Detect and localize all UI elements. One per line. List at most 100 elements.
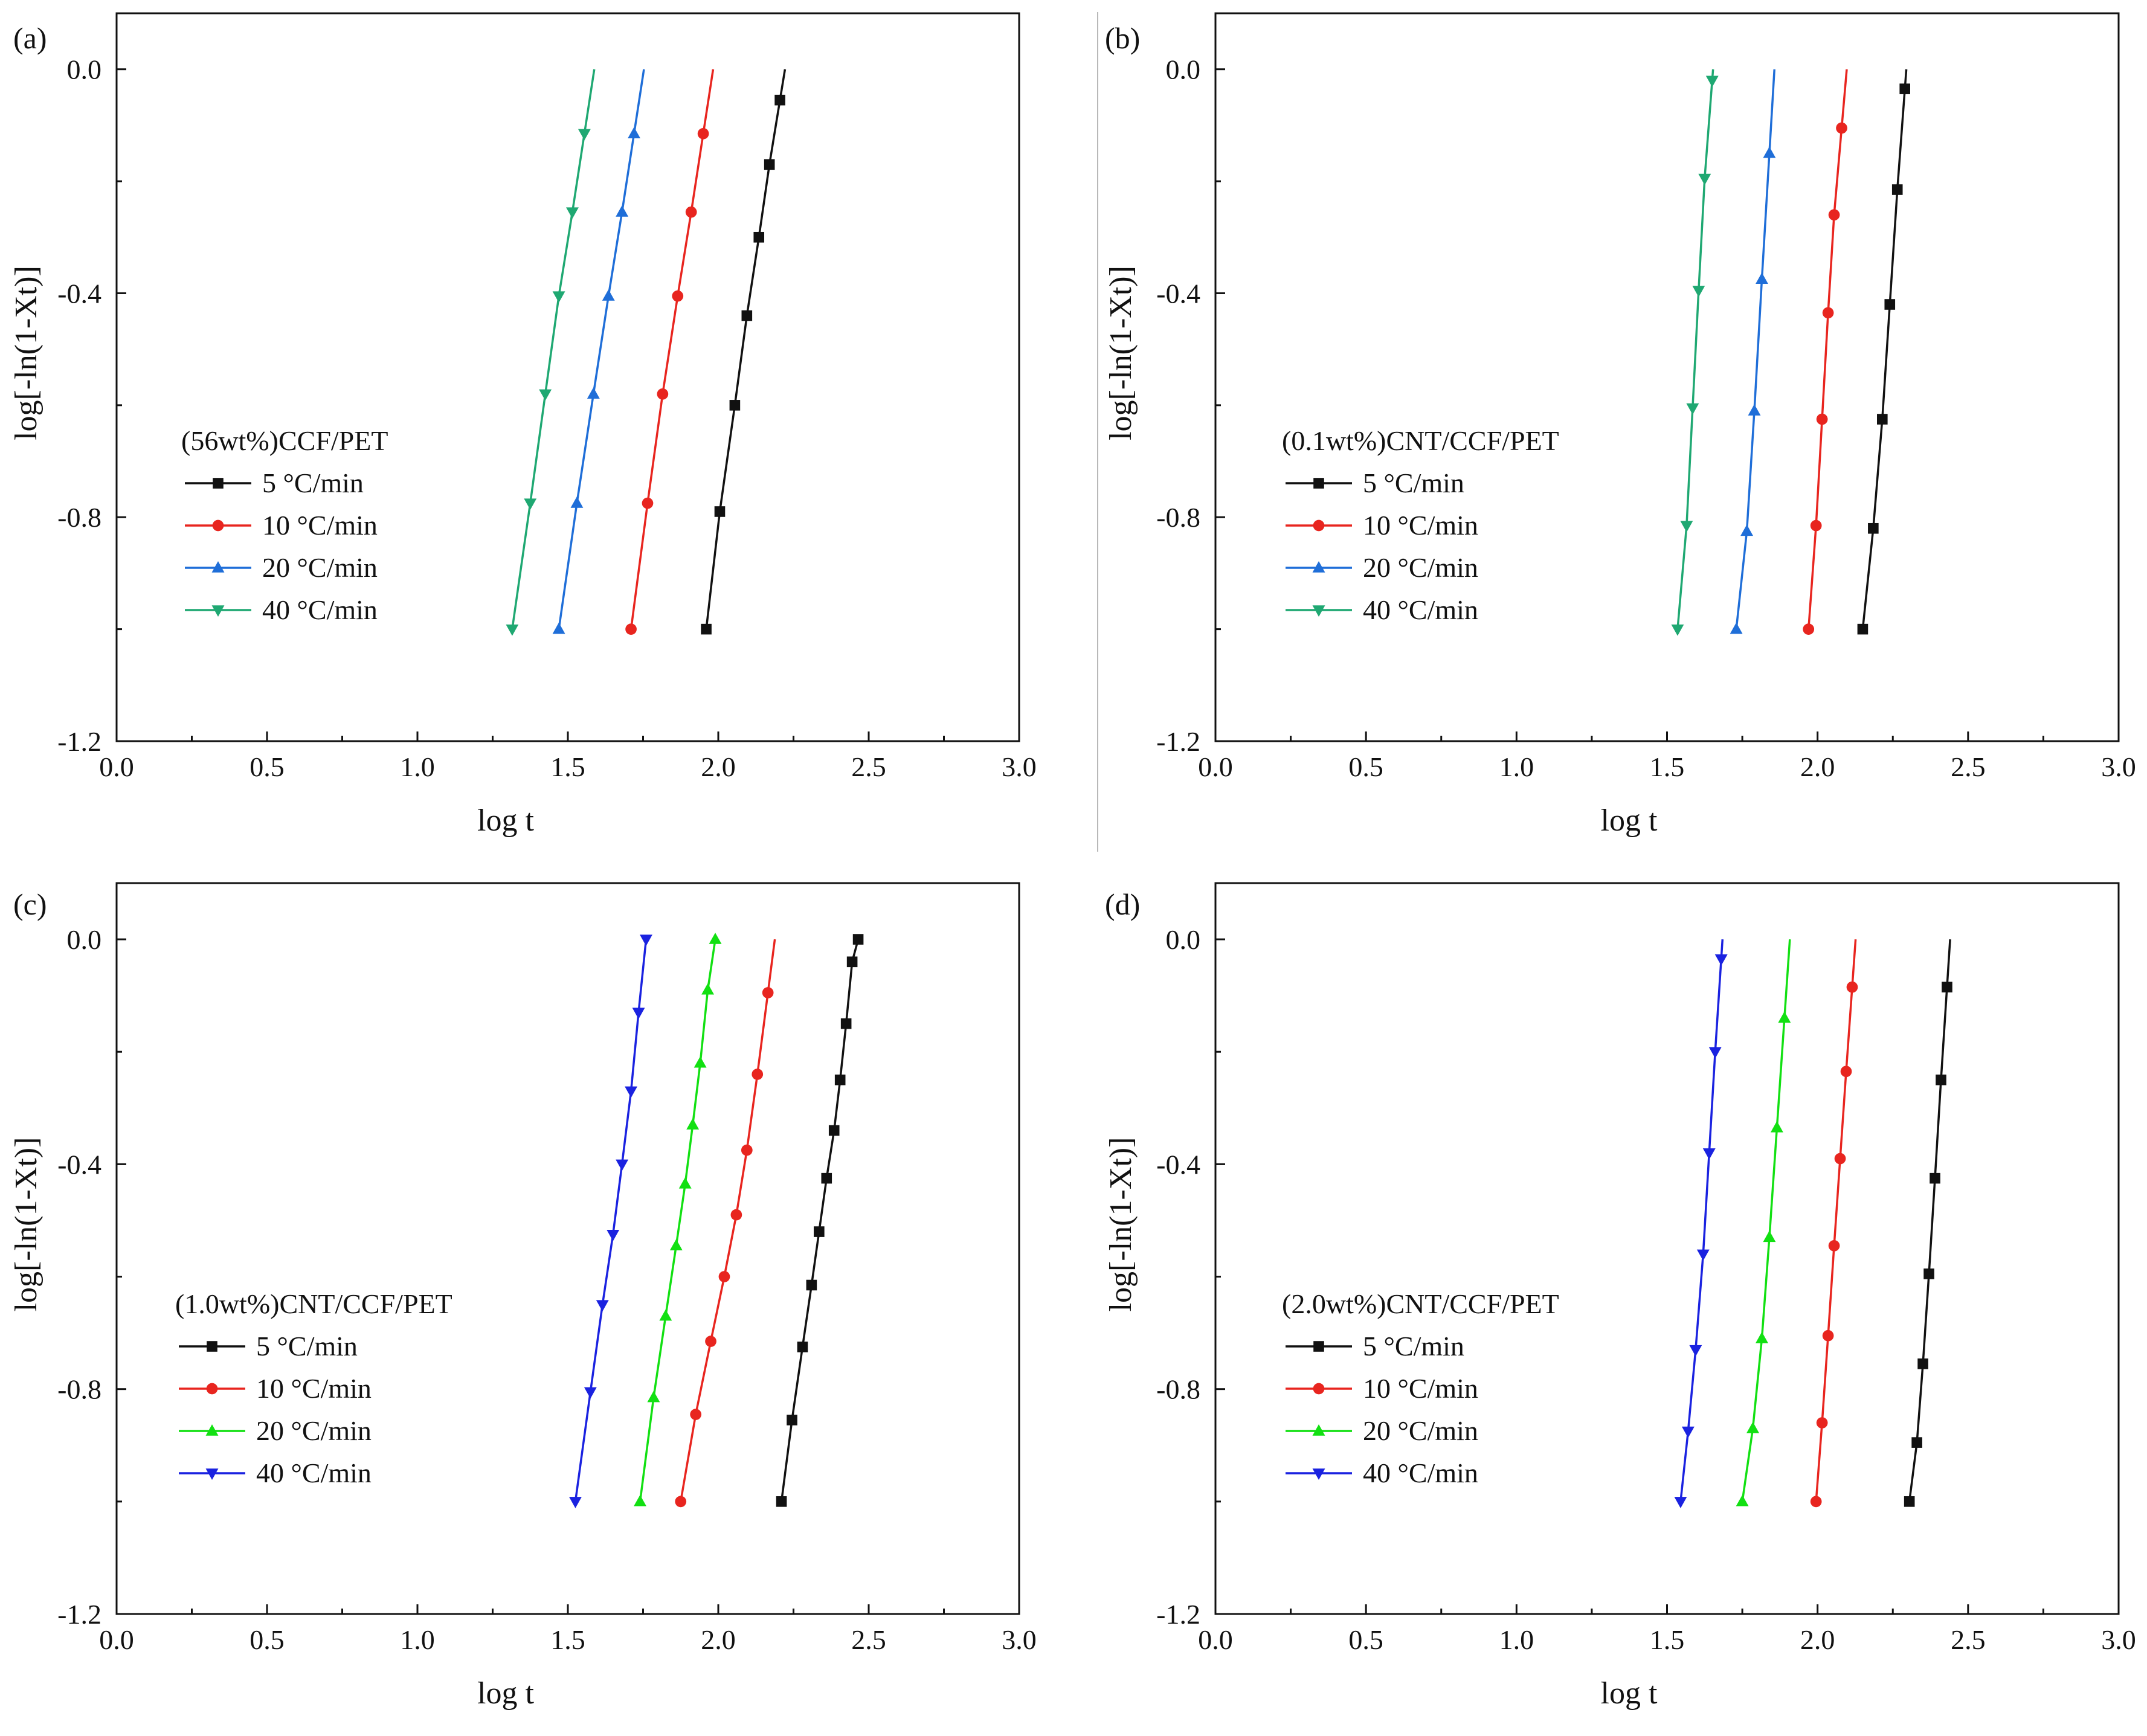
legend-marker (1313, 1383, 1325, 1395)
data-point (1816, 413, 1828, 425)
y-tick-label: -1.2 (57, 1599, 101, 1630)
data-point (834, 1074, 846, 1085)
data-point (1857, 623, 1869, 635)
data-point (806, 1279, 817, 1291)
data-point (539, 389, 552, 401)
chart-svg: 0.0 0.5 1.0 1.5 2.0 2.5 3.0 -1.2 -0.8 -0.4 0.0 (b) l… (1104, 12, 2136, 838)
data-point (625, 623, 637, 635)
series-1 (776, 934, 864, 1507)
data-point (524, 498, 537, 510)
legend-title: (2.0wt%)CNT/CCF/PET (1282, 1288, 1559, 1319)
data-point (570, 497, 584, 508)
chart-svg: 0.0 0.5 1.0 1.5 2.0 2.5 3.0 -1.2 -0.8 -0.4 0.0 (a) l… (9, 12, 1037, 838)
data-point (657, 388, 669, 400)
data-point (1942, 982, 1952, 992)
series-3 (1730, 69, 1776, 634)
data-point (697, 127, 709, 140)
data-point (672, 290, 684, 302)
panel-label: (c) (13, 887, 47, 921)
data-point (1692, 286, 1705, 297)
legend: (0.1wt%)CNT/CCF/PET 5 °C/min 10 °C/min 20 °… (1282, 425, 1559, 625)
x-tick-label: 1.0 (400, 751, 435, 782)
y-tick-label: -0.8 (57, 1374, 101, 1405)
x-axis-title: log t (1601, 803, 1658, 838)
data-point (584, 1387, 597, 1399)
data-point (1822, 307, 1834, 319)
data-point (701, 983, 715, 995)
data-point (1708, 1047, 1722, 1059)
series-line (1741, 939, 1791, 1502)
data-point (678, 1177, 692, 1189)
legend-entry-label: 10 °C/min (1363, 1373, 1478, 1404)
y-axis-title: log[-ln(1-Xt)] (1104, 266, 1138, 440)
data-point (686, 1118, 700, 1130)
data-point (506, 624, 519, 636)
data-point (1702, 1148, 1716, 1160)
data-point (616, 205, 629, 217)
data-point (714, 506, 726, 517)
data-point (1778, 1011, 1791, 1023)
data-point (1846, 981, 1858, 993)
data-point (659, 1309, 672, 1321)
data-point (774, 94, 785, 106)
data-point (607, 1230, 620, 1241)
legend-entry-label: 5 °C/min (262, 468, 364, 498)
data-point (685, 206, 697, 218)
data-point (1680, 521, 1693, 533)
data-point (1756, 1331, 1768, 1343)
series-line (1815, 939, 1857, 1502)
legend-entry-label: 40 °C/min (262, 594, 378, 625)
data-point (752, 1069, 764, 1080)
x-tick-label: 3.0 (2101, 1624, 2136, 1655)
y-tick-label: -1.2 (1156, 1599, 1200, 1630)
x-tick-label: 1.5 (550, 1624, 585, 1655)
x-tick-label: 2.5 (851, 1624, 886, 1655)
series-line (558, 69, 645, 629)
x-tick-label: 0.5 (1348, 751, 1383, 782)
legend-entry-label: 5 °C/min (256, 1331, 358, 1361)
y-axis-title: log[-ln(1-Xt)] (1104, 1137, 1138, 1312)
data-point (1891, 184, 1903, 195)
legend-marker (212, 519, 224, 532)
data-point (669, 1239, 683, 1251)
series-line (1679, 939, 1724, 1502)
x-tick-label: 2.0 (701, 1624, 736, 1655)
x-tick-label: 3.0 (2101, 751, 2136, 782)
y-tick-label: 0.0 (1166, 924, 1201, 955)
data-point (1834, 1153, 1846, 1165)
legend-marker (211, 605, 225, 617)
panel-a: 0.0 0.5 1.0 1.5 2.0 2.5 3.0 -1.2 -0.8 -0.4 0.0 (a) l… (0, 0, 1074, 866)
y-tick-label: -0.4 (1156, 1149, 1200, 1180)
vertical-divider (1097, 12, 1098, 852)
data-point (1868, 522, 1879, 534)
data-point (741, 1144, 753, 1156)
y-tick-label: -0.8 (1156, 502, 1200, 533)
data-point (730, 1209, 742, 1221)
legend-marker (1313, 519, 1325, 532)
data-point (1686, 403, 1699, 415)
y-tick-label: 0.0 (67, 924, 102, 955)
data-point (694, 1056, 707, 1068)
plot-frame (115, 12, 1020, 742)
x-tick-label: 0.5 (1348, 1624, 1383, 1655)
data-point (1810, 519, 1822, 532)
plot-frame (115, 882, 1020, 1615)
series-line (1807, 69, 1848, 629)
legend-marker (205, 1424, 219, 1436)
legend-entry-label: 10 °C/min (262, 510, 378, 541)
legend-marker (1313, 1341, 1324, 1352)
data-point (1803, 623, 1815, 635)
series-2 (1810, 939, 1858, 1508)
x-tick-label: 1.5 (1650, 1624, 1685, 1655)
data-point (1828, 1239, 1840, 1252)
series-line (1861, 69, 1908, 629)
x-tick-label: 2.0 (1800, 751, 1835, 782)
y-tick-label: -1.2 (1156, 726, 1200, 757)
y-tick-label: -1.2 (57, 726, 101, 757)
data-point (1748, 404, 1761, 416)
legend-entry-label: 20 °C/min (256, 1415, 372, 1446)
y-tick-label: -0.8 (1156, 1374, 1200, 1405)
data-point (1936, 1074, 1946, 1085)
data-point (846, 956, 858, 968)
